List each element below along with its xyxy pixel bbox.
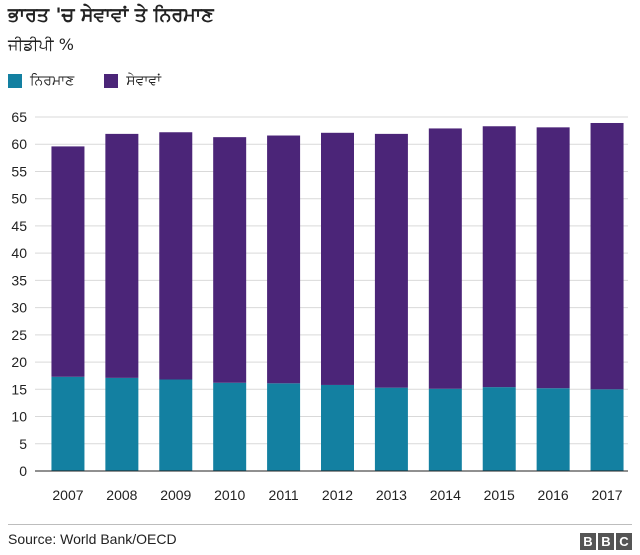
x-tick-label: 2007	[52, 487, 83, 503]
x-tick-label: 2013	[376, 487, 407, 503]
x-tick-label: 2011	[269, 487, 299, 503]
bbc-logo-letter: C	[616, 533, 632, 550]
bar-segment-services	[213, 137, 247, 383]
bar-segment-manufacturing	[267, 383, 301, 471]
bar-segment-manufacturing	[105, 377, 139, 471]
bar-segment-manufacturing	[428, 388, 462, 471]
bar-segment-services	[51, 146, 85, 377]
y-tick-label: 5	[19, 436, 27, 452]
x-tick-label: 2009	[160, 487, 191, 503]
stacked-bar-chart: 0 5 10 15 20 25 30 35 40 45 50 55 60 65 2007 2008 2009 20…	[11, 109, 628, 503]
y-tick-label: 25	[11, 327, 27, 343]
bar-segment-manufacturing	[536, 388, 570, 471]
x-tick-label: 2010	[214, 487, 245, 503]
bbc-logo-letter: B	[580, 533, 596, 550]
y-tick-label: 0	[19, 463, 27, 479]
y-tick-label: 10	[11, 409, 27, 425]
bar-segment-services	[159, 132, 193, 380]
y-tick-label: 50	[11, 191, 27, 207]
bar-segment-services	[482, 126, 516, 388]
y-tick-label: 35	[11, 272, 27, 288]
legend-item-manufacturing: ਨਿਰਮਾਣ	[8, 73, 74, 89]
bar-segment-services	[321, 132, 354, 385]
bar-segment-manufacturing	[374, 387, 408, 471]
bar-segment-manufacturing	[590, 389, 624, 471]
legend-swatch-services	[104, 74, 119, 88]
bar-segment-services	[428, 128, 462, 389]
x-tick-label: 2015	[484, 487, 515, 503]
bar-segment-manufacturing	[321, 384, 354, 471]
y-tick-label: 20	[11, 354, 27, 370]
y-tick-label: 65	[11, 109, 27, 125]
bar-segment-services	[536, 127, 570, 389]
y-tick-label: 40	[11, 245, 27, 261]
legend-label-manufacturing: ਨਿਰਮਾਣ	[30, 73, 75, 89]
x-tick-label: 2016	[538, 487, 569, 503]
y-tick-label: 55	[11, 163, 27, 179]
bar-segment-manufacturing	[213, 382, 247, 471]
legend-label-services: ਸੇਵਾਵਾਂ	[126, 73, 162, 89]
bbc-logo: B B C	[580, 533, 632, 550]
x-tick-label: 2012	[322, 487, 353, 503]
y-tick-label: 30	[11, 300, 27, 316]
chart-subtitle: ਜੀਡੀਪੀ %	[8, 35, 74, 54]
footer-divider	[8, 524, 632, 525]
bar-segment-services	[374, 133, 408, 388]
y-tick-label: 60	[11, 136, 27, 152]
bar-segment-services	[267, 135, 301, 384]
y-tick-label: 45	[11, 218, 27, 234]
x-tick-label: 2014	[430, 487, 461, 503]
bar-segment-manufacturing	[159, 379, 193, 471]
source-note: Source: World Bank/OECD	[8, 531, 177, 547]
chart-legend: ਨਿਰਮਾਣ ਸੇਵਾਵਾਂ	[8, 73, 191, 89]
bar-segment-services	[105, 133, 139, 378]
chart-title: ਭਾਰਤ 'ਚ ਸੇਵਾਵਾਂ ਤੇ ਨਿਰਮਾਣ	[8, 4, 214, 26]
x-tick-label: 2008	[106, 487, 137, 503]
bar-segment-manufacturing	[51, 376, 85, 471]
bar-segment-manufacturing	[482, 387, 516, 471]
bar-segment-services	[590, 122, 624, 390]
y-tick-label: 15	[11, 381, 27, 397]
x-tick-label: 2017	[591, 487, 622, 503]
bbc-logo-letter: B	[598, 533, 614, 550]
legend-item-services: ਸੇਵਾਵਾਂ	[104, 73, 161, 89]
legend-swatch-manufacturing	[8, 74, 22, 88]
